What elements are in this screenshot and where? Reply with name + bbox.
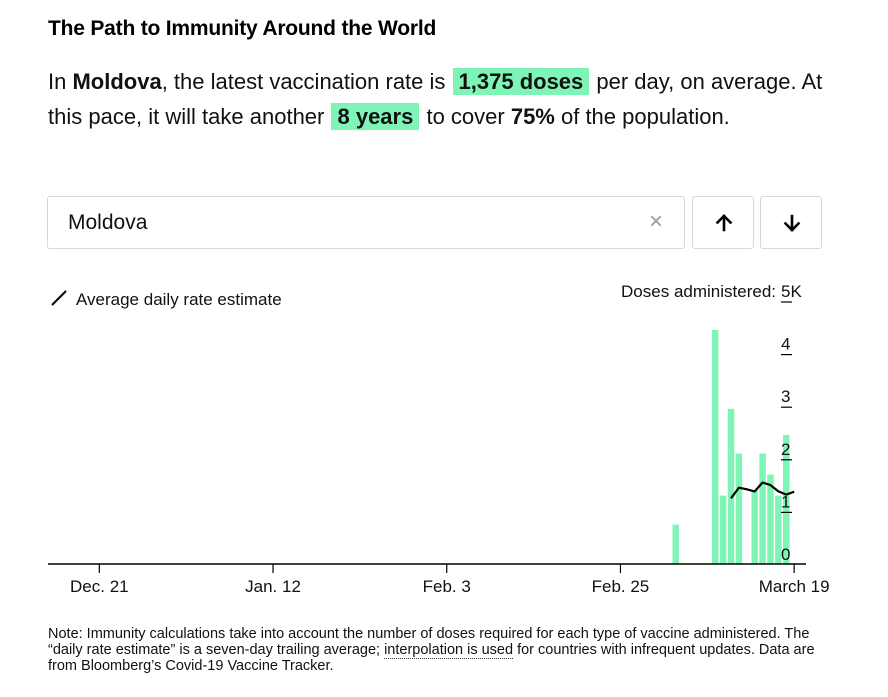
y-tick-label-0: 0 xyxy=(781,545,790,564)
x-tick-label-4: March 19 xyxy=(759,577,830,596)
bar-9 xyxy=(783,435,790,564)
interpolation-link[interactable]: interpolation is used xyxy=(384,642,514,659)
previous-country-button[interactable] xyxy=(692,196,754,249)
country-name: Moldova xyxy=(72,69,162,94)
x-tick-label-3: Feb. 25 xyxy=(592,577,650,596)
summary-part-4: to cover xyxy=(420,104,511,129)
country-search-input[interactable] xyxy=(68,197,628,248)
line-icon xyxy=(51,290,67,306)
arrow-up-icon xyxy=(715,214,733,232)
bar-2 xyxy=(719,495,727,564)
country-search: × xyxy=(47,196,685,249)
bar-7 xyxy=(767,474,774,564)
note-part-2: for countries with infrequent updates. D… xyxy=(48,642,815,674)
clear-search-button[interactable]: × xyxy=(644,210,668,234)
rate-highlight: 1,375 doses xyxy=(452,68,590,95)
y-tick-label-2: 2 xyxy=(781,440,790,459)
footnote: Note: Immunity calculations take into ac… xyxy=(48,626,838,674)
vaccination-chart: 0 1 2 3 4 5K Doses administered: Dec. 21 Jan. 12… xyxy=(48,282,830,596)
bar-4 xyxy=(735,453,743,564)
page-title: The Path to Immunity Around the World xyxy=(48,17,437,40)
x-tick-label-1: Jan. 12 xyxy=(245,577,301,596)
y-tick-label-1: 1 xyxy=(781,492,790,511)
chart-legend: Average daily rate estimate xyxy=(50,289,282,310)
note-part-1: Note: Immunity calculations take into ac… xyxy=(48,626,810,658)
x-tick-label-2: Feb. 3 xyxy=(423,577,471,596)
bar-5 xyxy=(751,490,758,564)
x-tick-label-0: Dec. 21 xyxy=(70,577,129,596)
summary-part-1: In xyxy=(48,69,73,94)
average-rate-line xyxy=(730,481,795,499)
legend-label: Average daily rate estimate xyxy=(76,290,282,309)
y-tick-label-4: 4 xyxy=(781,335,790,354)
close-icon: × xyxy=(648,208,663,235)
summary-part-2: , the latest vaccination rate is xyxy=(161,69,452,94)
time-highlight: 8 years xyxy=(331,103,420,130)
bar-1 xyxy=(711,329,719,564)
arrow-down-icon xyxy=(783,214,801,232)
next-country-button[interactable] xyxy=(760,196,822,249)
bar-6 xyxy=(759,453,766,564)
y-axis-title: Doses administered: xyxy=(621,282,776,301)
summary-part-5: of the population. xyxy=(554,104,730,129)
bar-3 xyxy=(727,408,735,564)
bar-0 xyxy=(672,524,679,564)
summary-part-3: per day, on average. At this pace, it wi… xyxy=(48,69,823,129)
bar-8 xyxy=(775,495,782,564)
coverage-value: 75% xyxy=(510,104,555,129)
y-tick-label-5: 5K xyxy=(781,282,802,301)
summary-text: In Moldova, the latest vaccination rate … xyxy=(48,64,838,134)
y-tick-label-3: 3 xyxy=(781,387,790,406)
